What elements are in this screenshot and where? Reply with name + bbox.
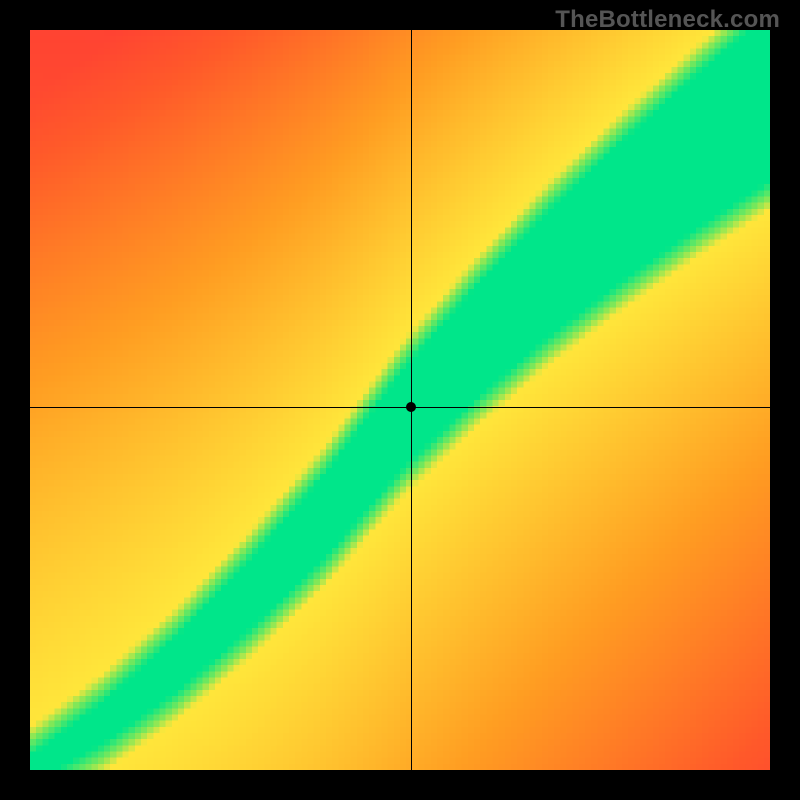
heatmap-canvas: [30, 30, 770, 770]
chart-frame: TheBottleneck.com: [0, 0, 800, 800]
crosshair-marker: [406, 402, 416, 412]
crosshair-vertical: [411, 30, 412, 770]
crosshair-horizontal: [30, 407, 770, 408]
heatmap-plot: [30, 30, 770, 770]
